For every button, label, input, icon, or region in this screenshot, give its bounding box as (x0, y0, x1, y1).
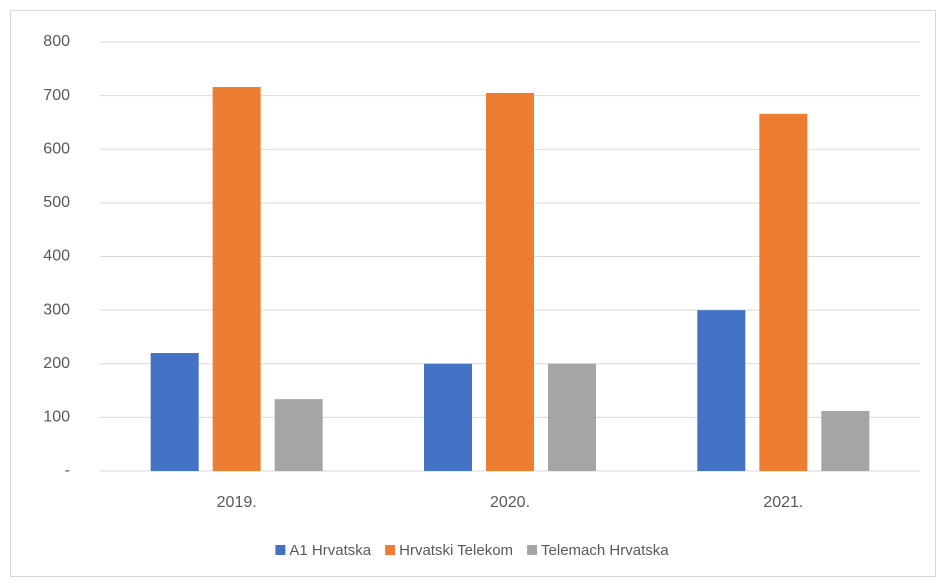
legend-swatch (275, 545, 286, 555)
bar (821, 410, 870, 471)
x-tick-label: 2020. (490, 494, 530, 511)
bar (274, 399, 323, 471)
y-tick-label: 600 (43, 140, 70, 157)
y-tick-label: 500 (43, 194, 70, 211)
x-tick-label: 2019. (217, 494, 257, 511)
legend: A1 Hrvatska Hrvatski Telekom Telemach Hrva… (275, 542, 669, 559)
bar (759, 113, 808, 472)
legend-label: A1 Hrvatska (289, 542, 371, 559)
bar (424, 363, 472, 471)
y-tick-label: 800 (43, 33, 70, 50)
bar (212, 87, 261, 472)
legend-label: Hrvatski Telekom (399, 542, 513, 559)
y-tick-label: 200 (43, 355, 70, 372)
y-tick-label: 100 (43, 409, 70, 426)
y-tick-label: - (65, 462, 70, 479)
y-tick-label: 400 (43, 248, 70, 265)
legend-label: Telemach Hrvatska (541, 542, 669, 559)
bar (548, 363, 596, 471)
bar (150, 353, 199, 471)
y-tick-label: 700 (43, 87, 70, 104)
bar (486, 92, 534, 471)
legend-swatch (385, 545, 396, 555)
y-tick-label: 300 (43, 301, 70, 318)
bar (697, 310, 746, 471)
legend-swatch (527, 545, 538, 555)
x-tick-label: 2021. (763, 494, 803, 511)
